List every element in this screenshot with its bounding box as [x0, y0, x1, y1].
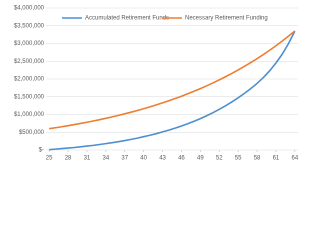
x-tick-label: 52: [216, 156, 223, 162]
legend-label: Accumulated Retirement Funds: [85, 16, 169, 22]
y-tick-label: $3,500,000: [14, 23, 45, 29]
legend-label: Necessary Retirement Funding: [185, 16, 268, 22]
y-tick-label: $1,000,000: [14, 112, 45, 118]
y-tick-label: $2,000,000: [14, 77, 45, 83]
x-tick-label: 37: [121, 156, 128, 162]
y-tick-label: $1,500,000: [14, 94, 45, 100]
chart: $- $500,000 $1,000,000 $1,500,000 $2,000,000…: [14, 6, 299, 162]
y-tick-label: $-: [39, 148, 44, 154]
x-tick-label: 49: [197, 156, 204, 162]
y-tick-label: $500,000: [19, 130, 45, 136]
x-tick-label: 64: [292, 156, 299, 162]
x-tick-label: 46: [178, 156, 185, 162]
x-tick-label: 34: [103, 156, 110, 162]
x-tick-label: 28: [65, 156, 72, 162]
x-tick-label: 25: [46, 156, 53, 162]
y-tick-label: $2,500,000: [14, 59, 45, 65]
x-tick-label: 58: [254, 156, 261, 162]
x-tick-label: 43: [159, 156, 166, 162]
x-tick-label: 31: [84, 156, 91, 162]
x-tick-label: 61: [273, 156, 280, 162]
y-tick-label: $4,000,000: [14, 6, 45, 12]
x-tick-label: 40: [140, 156, 147, 162]
series-line: [49, 30, 296, 130]
y-tick-label: $3,000,000: [14, 41, 45, 47]
series-line: [49, 30, 296, 151]
x-tick-label: 55: [235, 156, 242, 162]
